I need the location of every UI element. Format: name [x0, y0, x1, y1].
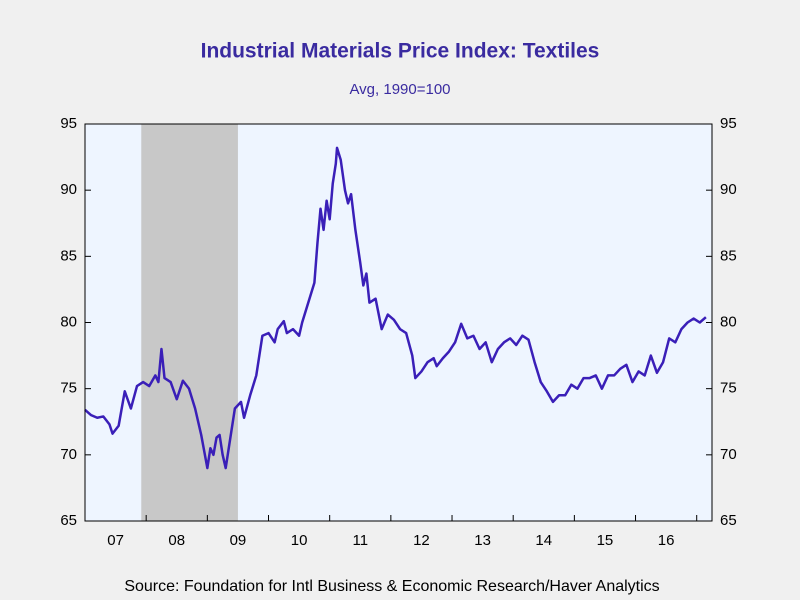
x-tick-label: 13 — [474, 532, 491, 549]
y-tick-label: 85 — [60, 247, 77, 264]
plot-frame — [84, 123, 713, 522]
x-tick-label: 08 — [168, 532, 185, 549]
x-tick-label: 09 — [230, 532, 247, 549]
y-tick-label: 75 — [60, 380, 77, 397]
source-note: Source: Foundation for Intl Business & E… — [124, 578, 659, 595]
y-tick-label: 90 — [60, 181, 77, 198]
y-tick-label: 80 — [60, 313, 77, 330]
y-tick-label: 95 — [60, 115, 77, 132]
x-tick-label: 12 — [413, 532, 430, 549]
x-tick-label: 07 — [107, 532, 124, 549]
y-tick-label: 70 — [60, 446, 77, 463]
x-tick-label: 11 — [352, 532, 368, 549]
chart-title: Industrial Materials Price Index: Textil… — [201, 40, 600, 63]
y2-tick-label: 75 — [720, 380, 737, 397]
y2-tick-label: 95 — [720, 115, 737, 132]
x-tick-label: 14 — [535, 532, 552, 549]
chart-subtitle: Avg, 1990=100 — [349, 81, 450, 98]
y2-tick-label: 85 — [720, 247, 737, 264]
x-tick-label: 15 — [597, 532, 614, 549]
x-tick-label: 10 — [291, 532, 308, 549]
y-tick-label: 65 — [60, 512, 77, 529]
x-tick-label: 16 — [658, 532, 675, 549]
y2-tick-label: 90 — [720, 181, 737, 198]
y2-tick-label: 70 — [720, 446, 737, 463]
y2-tick-label: 80 — [720, 313, 737, 330]
y2-tick-label: 65 — [720, 512, 737, 529]
data-line — [84, 146, 707, 470]
